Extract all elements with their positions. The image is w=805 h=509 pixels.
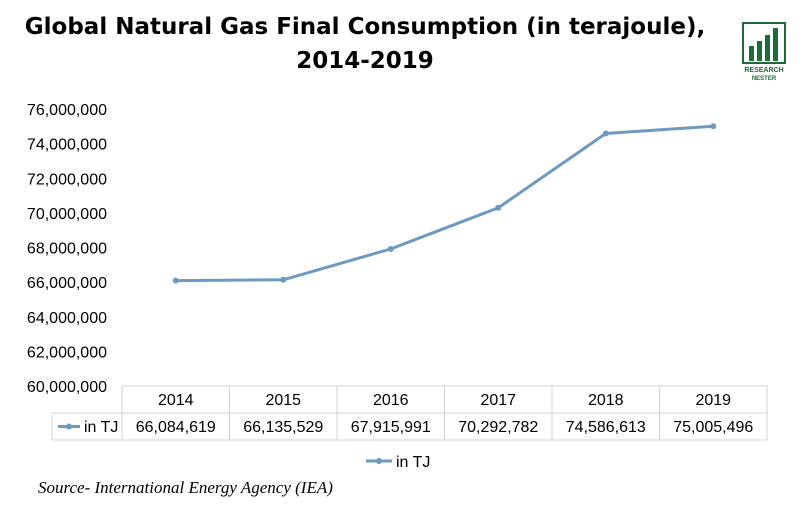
y-tick-label: 60,000,000	[27, 379, 107, 396]
y-tick-label: 76,000,000	[27, 102, 107, 119]
y-tick-label: 72,000,000	[27, 171, 107, 188]
data-point	[710, 123, 717, 130]
data-point	[495, 204, 502, 211]
x-category-label: 2014	[158, 392, 194, 409]
series-line-in-tj	[175, 124, 714, 283]
table-data-value: 66,084,619	[136, 419, 216, 436]
table-data-value: 66,135,529	[243, 419, 323, 436]
x-category-label: 2015	[265, 392, 301, 409]
x-category-label: 2018	[588, 392, 624, 409]
data-point	[280, 276, 287, 283]
y-tick-label: 62,000,000	[27, 344, 107, 361]
data-point	[602, 130, 609, 137]
y-tick-label: 68,000,000	[27, 241, 107, 258]
logo-text-nester: NESTER	[752, 76, 777, 82]
table-legend-key-marker	[66, 423, 72, 430]
y-tick-label: 66,000,000	[27, 275, 107, 292]
data-point	[172, 277, 179, 284]
chart-title-line1: Global Natural Gas Final Consumption (in…	[24, 14, 706, 40]
y-axis: 60,000,000 62,000,000 64,000,000 66,000,000…	[27, 102, 107, 396]
y-tick-label: 64,000,000	[27, 310, 107, 327]
y-tick-label: 74,000,000	[27, 137, 107, 154]
chart-title: Global Natural Gas Final Consumption (in…	[0, 10, 730, 78]
legend-key-marker	[376, 458, 382, 464]
data-point	[387, 245, 394, 252]
table-data-value: 67,915,991	[351, 419, 431, 436]
table-data-value: 75,005,496	[673, 419, 753, 436]
y-tick-label: 70,000,000	[27, 206, 107, 223]
x-category-label: 2016	[373, 392, 409, 409]
logo-text-research: RESEARCH	[744, 67, 783, 74]
table-data-value: 74,586,613	[566, 419, 646, 436]
x-category-label: 2019	[695, 392, 731, 409]
data-table: 2014 2015 2016 2017 2018 2019 in TJ 66,084,619 6…	[51, 385, 768, 441]
legend-label: in TJ	[396, 454, 430, 471]
research-nester-logo-icon: RESEARCH NESTER	[742, 22, 786, 82]
source-note: Source- International Energy Agency (IEA…	[38, 478, 333, 497]
chart-title-line2: 2014-2019	[296, 48, 434, 74]
table-series-label: in TJ	[84, 419, 118, 436]
legend: in TJ	[366, 454, 430, 471]
x-category-label: 2017	[480, 392, 516, 409]
table-data-value: 70,292,782	[458, 419, 538, 436]
series-line-group	[172, 123, 717, 284]
